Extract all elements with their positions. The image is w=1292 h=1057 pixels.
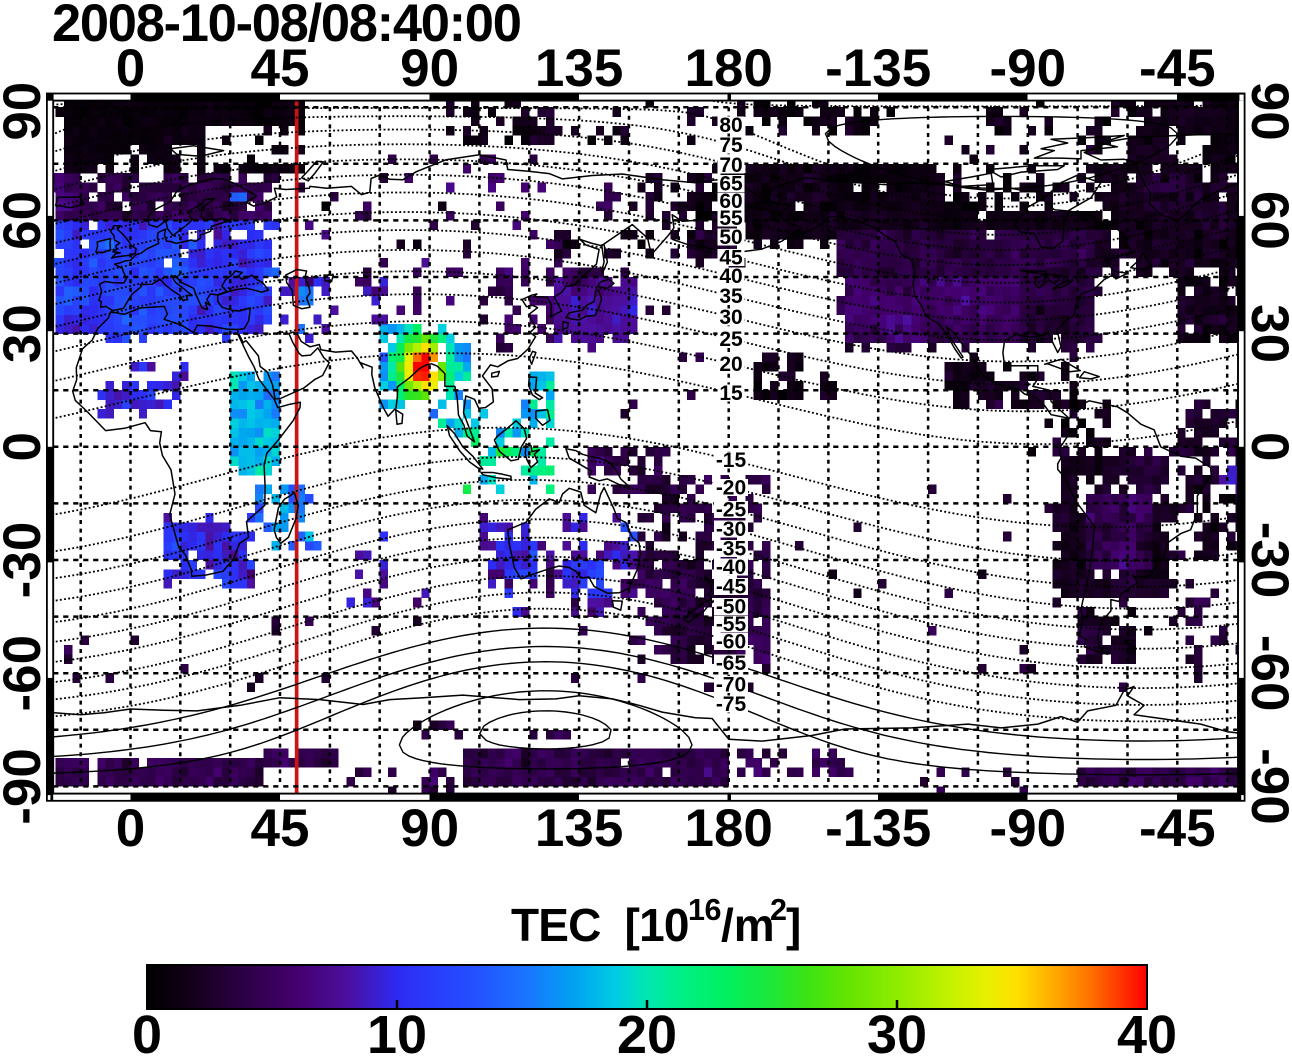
svg-text:16: 16 <box>688 893 721 927</box>
svg-text:0: 0 <box>116 799 145 858</box>
svg-text:90: 90 <box>400 799 459 858</box>
svg-text:-50: -50 <box>716 596 746 619</box>
svg-text:180: 180 <box>684 39 772 98</box>
svg-text:30: 30 <box>1240 304 1292 363</box>
svg-text:30: 30 <box>0 304 52 363</box>
svg-text:0: 0 <box>1240 432 1292 461</box>
svg-text:135: 135 <box>535 799 623 858</box>
svg-text:10: 10 <box>367 1005 427 1057</box>
svg-text:0: 0 <box>116 39 145 98</box>
svg-text:35: 35 <box>719 285 743 308</box>
svg-text:-135: -135 <box>825 39 931 98</box>
svg-text:TEC [10: TEC [10 <box>511 899 689 951</box>
svg-text:30: 30 <box>719 306 742 329</box>
svg-text:90: 90 <box>0 82 52 141</box>
svg-text:20: 20 <box>617 1005 677 1057</box>
svg-text:45: 45 <box>719 247 743 270</box>
svg-text:55: 55 <box>719 207 743 230</box>
svg-text:-70: -70 <box>716 674 746 697</box>
svg-text:-30: -30 <box>716 518 746 541</box>
svg-text:-60: -60 <box>1240 635 1292 712</box>
svg-text:]: ] <box>786 899 801 951</box>
svg-text:15: 15 <box>719 382 743 405</box>
svg-text:180: 180 <box>684 799 772 858</box>
svg-text:-90: -90 <box>0 748 52 825</box>
svg-text:-90: -90 <box>989 799 1066 858</box>
svg-text:40: 40 <box>1117 1005 1177 1057</box>
svg-text:-60: -60 <box>716 631 746 654</box>
svg-text:80: 80 <box>719 114 742 137</box>
svg-text:-90: -90 <box>989 39 1066 98</box>
svg-text:0: 0 <box>0 432 52 461</box>
svg-text:40: 40 <box>719 265 742 288</box>
svg-text:0: 0 <box>132 1005 162 1057</box>
svg-text:45: 45 <box>251 799 310 858</box>
svg-text:45: 45 <box>251 39 310 98</box>
svg-text:-135: -135 <box>825 799 931 858</box>
svg-text:-25: -25 <box>716 499 747 522</box>
svg-text:90: 90 <box>400 39 459 98</box>
svg-text:2: 2 <box>770 893 787 927</box>
svg-text:60: 60 <box>719 190 742 213</box>
svg-text:60: 60 <box>1240 191 1292 250</box>
svg-text:90: 90 <box>1240 82 1292 141</box>
svg-text:-45: -45 <box>1139 799 1216 858</box>
svg-text:-90: -90 <box>1240 748 1292 825</box>
svg-text:-60: -60 <box>0 635 52 712</box>
svg-text:-45: -45 <box>716 576 747 599</box>
svg-text:50: 50 <box>719 226 742 249</box>
svg-text:-40: -40 <box>716 556 746 579</box>
svg-text:-45: -45 <box>1139 39 1216 98</box>
svg-text:60: 60 <box>0 191 52 250</box>
svg-text:65: 65 <box>719 173 743 196</box>
svg-text:2008-10-08/08:40:00: 2008-10-08/08:40:00 <box>52 0 521 53</box>
svg-text:-30: -30 <box>1240 522 1292 599</box>
svg-text:70: 70 <box>719 154 742 177</box>
svg-text:-65: -65 <box>716 652 747 675</box>
svg-text:-55: -55 <box>716 613 747 636</box>
svg-text:25: 25 <box>719 328 743 351</box>
svg-text:135: 135 <box>535 39 623 98</box>
svg-text:-15: -15 <box>716 449 747 472</box>
svg-text:-75: -75 <box>716 693 747 716</box>
svg-text:-20: -20 <box>716 477 746 500</box>
svg-text:-30: -30 <box>0 522 52 599</box>
svg-text:75: 75 <box>719 134 743 157</box>
svg-text:-35: -35 <box>716 538 747 561</box>
svg-text:/m: /m <box>721 899 775 951</box>
svg-text:30: 30 <box>867 1005 927 1057</box>
svg-text:20: 20 <box>719 353 742 376</box>
